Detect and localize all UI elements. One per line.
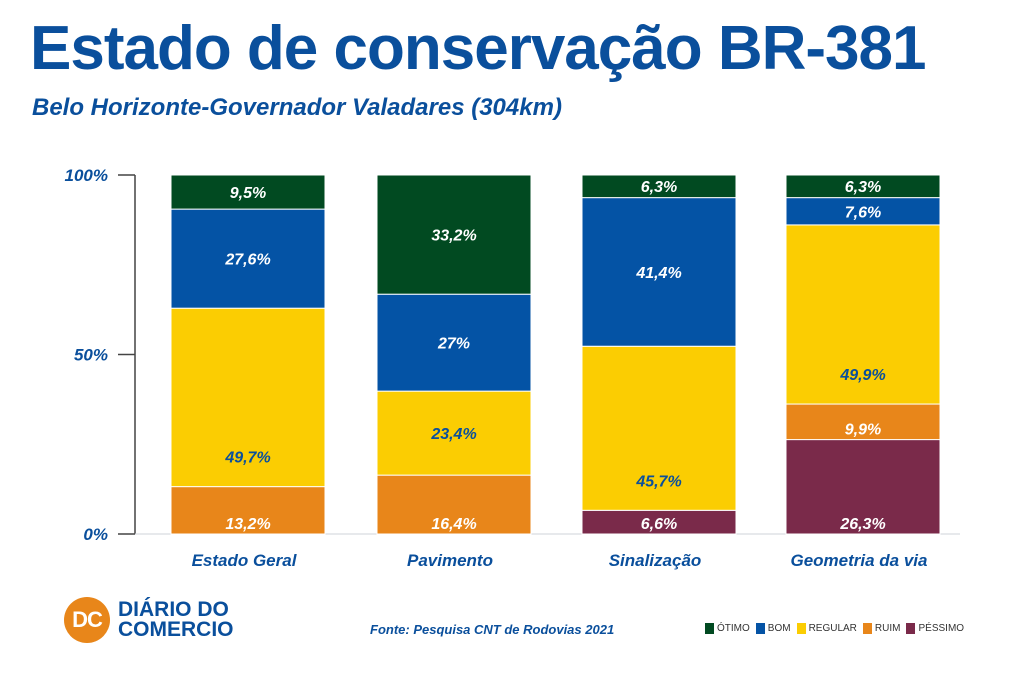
data-label: 6,3% [641,179,677,196]
bar-segment-otimo [785,174,941,199]
bars [170,174,941,535]
bar-segment-bom [785,197,941,226]
bar-segment-pessimo [785,439,941,535]
data-label: 41,4% [635,265,681,282]
data-label: 6,3% [845,179,881,196]
chart-title: Estado de conservação BR-381 [30,14,926,83]
data-label: 9,5% [230,185,266,202]
data-label: 9,9% [845,422,881,439]
logo-wordmark: DIÁRIO DO COMERCIO [118,598,234,641]
data-label: 16,4% [431,516,476,533]
bar-segment-regular [785,224,941,405]
chart-legend: ÓTIMO BOM REGULAR RUIM PÉSSIMO [705,623,970,634]
legend-swatch [862,623,872,634]
data-label: 27% [437,336,470,353]
legend-item: RUIM [862,623,901,634]
data-label: 27,6% [224,252,270,269]
data-label: 7,6% [845,204,881,221]
bar-segment-otimo [376,174,532,295]
legend-swatch [705,623,714,634]
bar-segment-bom [376,293,532,392]
legend-swatch [755,623,765,634]
legend-item: ÓTIMO [705,623,750,634]
bar-segment-ruim [785,403,941,441]
diario-do-comercio-logo: DC DIÁRIO DO COMERCIO [64,597,234,643]
legend-item: REGULAR [796,623,857,634]
bar-segment-otimo [581,174,737,199]
source-note: Fonte: Pesquisa CNT de Rodovias 2021 [370,622,615,637]
y-axis: 0% 50% 100% [65,166,960,544]
category-label: Geometria da via [790,551,927,570]
bar-segment-ruim [376,474,532,535]
legend-item: BOM [755,623,791,634]
legend-label: PÉSSIMO [918,623,965,634]
data-label: 45,7% [635,473,681,490]
category-label: Pavimento [407,551,493,570]
bar-segment-otimo [170,174,326,210]
y-tick-label: 50% [74,346,108,365]
chart-subtitle: Belo Horizonte-Governador Valadares (304… [32,94,562,121]
logo-line-1: DIÁRIO DO [118,598,229,621]
logo-line-2: COMERCIO [118,618,234,641]
data-label: 49,7% [224,450,270,467]
legend-swatch [906,623,916,634]
legend-label: BOM [767,623,791,634]
bar-segment-regular [581,345,737,511]
legend-label: REGULAR [808,623,857,634]
bar-segment-ruim [170,486,326,535]
category-labels: Estado Geral Pavimento Sinalização Geometri… [192,551,928,570]
legend-label: ÓTIMO [717,623,750,634]
bar-segment-regular [376,390,532,476]
bar-segment-bom [170,208,326,309]
data-label: 23,4% [430,426,476,443]
data-label: 26,3% [839,516,885,533]
data-label: 33,2% [431,228,476,245]
legend-swatch [796,623,806,634]
data-labels: 13,2% 49,7% 27,6% 9,5% 16,4% 23,4% 27% 33,2% 6,6… [224,179,885,533]
dc-logo-icon: DC [64,597,110,643]
legend-label: RUIM [874,623,901,634]
data-label: 49,9% [839,367,885,384]
data-label: 6,6% [641,516,677,533]
legend-item: PÉSSIMO [906,623,964,634]
category-label: Sinalização [609,551,702,570]
category-label: Estado Geral [192,551,298,570]
data-label: 13,2% [225,516,270,533]
y-tick-label: 100% [65,166,108,185]
bar-segment-regular [170,307,326,488]
y-tick-label: 0% [83,525,108,544]
bar-segment-bom [581,197,737,347]
